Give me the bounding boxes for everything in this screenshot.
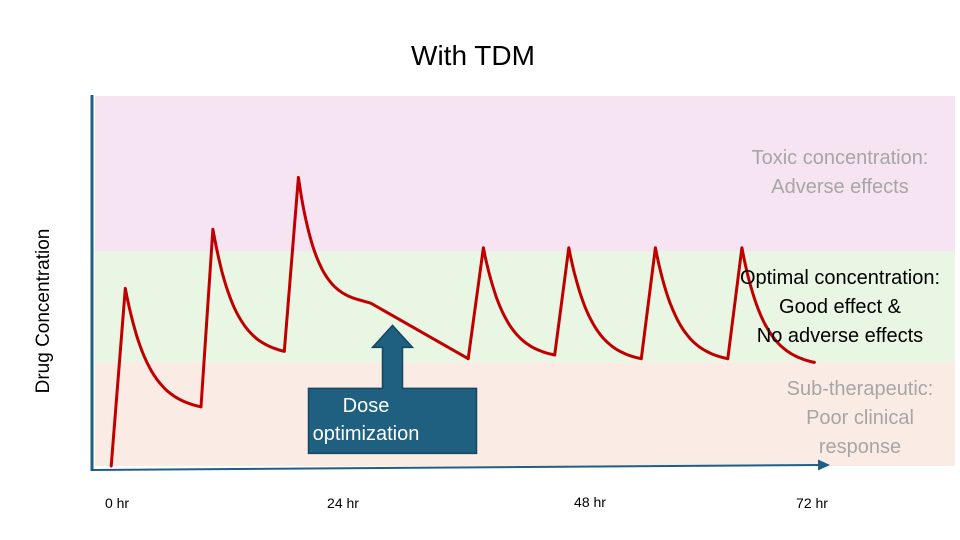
x-tick-label: 0 hr: [104, 495, 130, 511]
toxic-zone-label: Toxic concentration: Adverse effects: [730, 144, 950, 202]
x-tick-label: 48 hr: [574, 494, 606, 510]
dose-cycle-line: [553, 246, 643, 361]
sub-therapeutic-zone-label-line: Sub-therapeutic:: [786, 378, 934, 400]
toxic-zone-band: [95, 96, 955, 252]
chart-title: With TDM: [411, 40, 535, 71]
callout-label-line: Dose: [342, 395, 390, 417]
toxic-zone-label-line: Adverse effects: [771, 176, 909, 198]
sub-therapeutic-zone-label-line: response: [818, 436, 902, 458]
dose-cycle-line: [639, 246, 730, 361]
x-tick-label: 72 hr: [796, 495, 828, 511]
sub-therapeutic-zone-label-line: Poor clinical: [806, 407, 914, 429]
optimal-zone-label-line: No adverse effects: [756, 325, 924, 347]
dose-optimization-callout: [307, 324, 478, 455]
x-axis-line: [90, 464, 821, 471]
dose-cycle-line: [199, 227, 286, 409]
sub-zone-band: [95, 362, 955, 466]
dose-optimization-callout-label: Dose optimization: [286, 392, 446, 448]
callout-label-line: optimization: [312, 423, 420, 445]
optimal-zone-label: Optimal concentration: Good effect & No …: [722, 264, 958, 351]
x-tick-label: 24 hr: [327, 495, 359, 511]
dose-cycle-line: [109, 286, 203, 468]
optimal-zone-label-line: Optimal concentration:: [739, 267, 941, 289]
dose-cycle-line: [466, 246, 557, 361]
toxic-zone-label-line: Toxic concentration:: [751, 147, 929, 169]
optimal-zone-label-line: Good effect &: [779, 296, 901, 318]
dose-cycle-line: [726, 246, 816, 364]
sub-therapeutic-zone-label: Sub-therapeutic: Poor clinical response: [750, 375, 960, 462]
dose-cycle-line: [282, 175, 470, 361]
x-axis-arrowhead: [818, 459, 830, 471]
